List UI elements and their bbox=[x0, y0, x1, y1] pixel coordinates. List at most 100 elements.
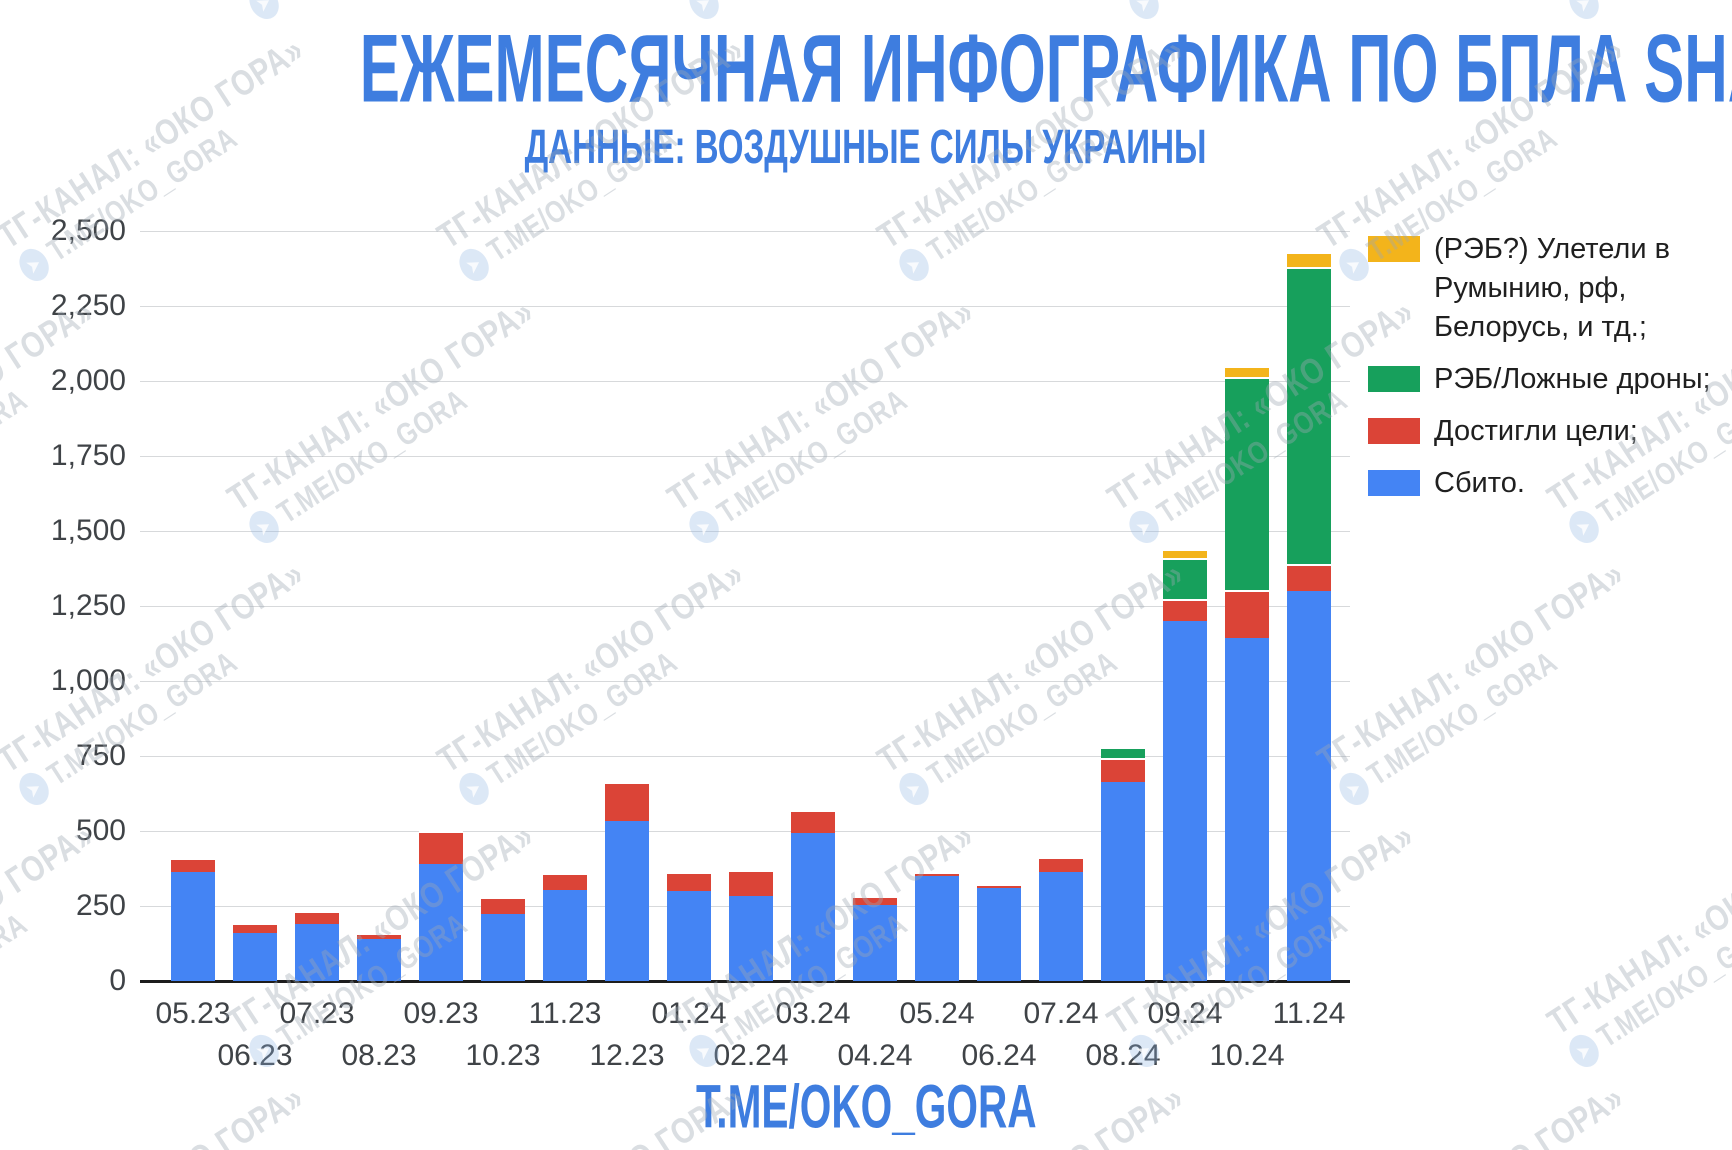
y-gridline bbox=[140, 756, 1350, 757]
x-axis-tick-label: 11.24 bbox=[1272, 997, 1346, 1030]
bar-segment-reached_target bbox=[357, 933, 401, 939]
x-axis-tick-label: 05.24 bbox=[899, 997, 975, 1030]
x-axis-tick-label: 09.24 bbox=[1147, 997, 1223, 1030]
bar-segment-shot_down bbox=[1287, 591, 1331, 981]
legend-item-ew_decoys: РЭБ/Ложные дроны; bbox=[1368, 360, 1724, 399]
y-axis-tick-label: 0 bbox=[109, 964, 126, 997]
bar-segment-reached_target bbox=[729, 870, 773, 896]
bar-segment-reached_target bbox=[233, 922, 277, 933]
footer-channel-link-text: T.ME/OKO_GORA bbox=[695, 1073, 1037, 1142]
bar-segment-shot_down bbox=[419, 864, 463, 981]
x-axis-tick-label: 02.24 bbox=[713, 1039, 789, 1072]
bar-segment-reached_target bbox=[853, 895, 897, 905]
y-gridline bbox=[140, 531, 1350, 532]
x-axis-tick-label: 10.23 bbox=[465, 1039, 541, 1072]
y-gridline bbox=[140, 231, 1350, 232]
x-axis-tick-label: 08.24 bbox=[1085, 1039, 1161, 1072]
footer-channel-link: T.ME/OKO_GORA bbox=[0, 1072, 1732, 1142]
bar-segment-flew_away bbox=[1287, 252, 1331, 267]
x-axis-line bbox=[140, 980, 1350, 983]
y-axis-tick-label: 750 bbox=[75, 739, 126, 772]
bar-segment-shot_down bbox=[729, 895, 773, 981]
y-axis-tick-label: 500 bbox=[75, 814, 126, 847]
bar-segment-reached_target bbox=[171, 858, 215, 872]
y-axis-tick-label: 1,250 bbox=[50, 589, 126, 622]
x-axis-tick-label: 06.23 bbox=[217, 1039, 293, 1072]
bar-segment-ew_decoys bbox=[1163, 558, 1207, 599]
bar-segment-shot_down bbox=[977, 888, 1021, 981]
bar-segment-ew_decoys bbox=[1287, 267, 1331, 564]
legend-swatch-shot_down bbox=[1368, 470, 1420, 496]
bar-segment-shot_down bbox=[543, 889, 587, 981]
bar-segment-reached_target bbox=[1101, 757, 1145, 782]
legend-item-flew_away: (РЭБ?) Улетели в Румынию, рф, Белорусь, … bbox=[1368, 230, 1724, 347]
legend-item-reached_target: Достигли цели; bbox=[1368, 412, 1724, 451]
bar-segment-shot_down bbox=[605, 820, 649, 981]
bar-segment-reached_target bbox=[481, 897, 525, 914]
bar-segment-ew_decoys bbox=[1101, 747, 1145, 758]
bar-segment-reached_target bbox=[1287, 564, 1331, 591]
bar-segment-shot_down bbox=[791, 832, 835, 981]
x-axis-tick-label: 06.24 bbox=[961, 1039, 1037, 1072]
bar-segment-flew_away bbox=[1225, 366, 1269, 377]
legend-swatch-reached_target bbox=[1368, 418, 1420, 444]
legend-swatch-flew_away bbox=[1368, 236, 1420, 262]
legend-label: Сбито. bbox=[1434, 467, 1525, 499]
bar-segment-reached_target bbox=[295, 910, 339, 924]
y-axis-tick-label: 1,750 bbox=[50, 439, 126, 472]
legend-label: РЭБ/Ложные дроны; bbox=[1434, 363, 1711, 395]
bar-segment-reached_target bbox=[791, 810, 835, 833]
legend-label: Достигли цели; bbox=[1434, 415, 1638, 447]
x-axis-tick-label: 03.24 bbox=[775, 997, 851, 1030]
x-axis-tick-label: 04.24 bbox=[837, 1039, 913, 1072]
x-axis-tick-label: 12.23 bbox=[589, 1039, 665, 1072]
bar-segment-shot_down bbox=[853, 904, 897, 981]
x-axis-tick-label: 11.23 bbox=[528, 997, 602, 1030]
y-gridline bbox=[140, 606, 1350, 607]
x-axis-tick-label: 07.24 bbox=[1023, 997, 1099, 1030]
x-axis-tick-label: 05.23 bbox=[155, 997, 231, 1030]
y-axis-tick-label: 2,500 bbox=[50, 214, 126, 247]
y-axis-tick-label: 1,000 bbox=[50, 664, 126, 697]
bar-segment-shot_down bbox=[1101, 781, 1145, 981]
page-subtitle: ДАННЫЕ: ВОЗДУШНЫЕ СИЛЫ УКРАИНЫ bbox=[0, 118, 1732, 174]
bar-segment-reached_target bbox=[1225, 589, 1269, 638]
x-axis-tick-label: 09.23 bbox=[403, 997, 479, 1030]
bar-segment-reached_target bbox=[605, 781, 649, 821]
x-axis-tick-label: 10.24 bbox=[1209, 1039, 1285, 1072]
bar-segment-shot_down bbox=[667, 891, 711, 981]
legend-swatch-ew_decoys bbox=[1368, 366, 1420, 392]
y-axis-tick-label: 2,000 bbox=[50, 364, 126, 397]
bar-segment-reached_target bbox=[1039, 856, 1083, 872]
bar-segment-shot_down bbox=[1225, 637, 1269, 981]
bar-segment-reached_target bbox=[915, 871, 959, 876]
bar-segment-shot_down bbox=[171, 871, 215, 981]
bar-segment-shot_down bbox=[915, 876, 959, 981]
bar-segment-shot_down bbox=[1163, 621, 1207, 981]
y-gridline bbox=[140, 831, 1350, 832]
bar-segment-shot_down bbox=[357, 939, 401, 981]
x-axis-tick-label: 08.23 bbox=[341, 1039, 417, 1072]
bar-segment-shot_down bbox=[1039, 871, 1083, 981]
bar-segment-reached_target bbox=[667, 871, 711, 891]
legend-item-shot_down: Сбито. bbox=[1368, 464, 1724, 503]
y-gridline bbox=[140, 381, 1350, 382]
bar-segment-reached_target bbox=[543, 873, 587, 890]
page-subtitle-text: ДАННЫЕ: ВОЗДУШНЫЕ СИЛЫ УКРАИНЫ bbox=[525, 119, 1207, 174]
bar-segment-reached_target bbox=[1163, 598, 1207, 621]
page-title: ЕЖЕМЕСЯЧНАЯ ИНФОГРАФИКА ПО БПЛА SHAHED-1… bbox=[0, 14, 1732, 123]
bar-segment-shot_down bbox=[233, 933, 277, 981]
y-axis-tick-label: 1,500 bbox=[50, 514, 126, 547]
bar-segment-flew_away bbox=[1163, 549, 1207, 558]
y-gridline bbox=[140, 306, 1350, 307]
x-axis-tick-label: 01.24 bbox=[651, 997, 727, 1030]
bar-segment-shot_down bbox=[295, 924, 339, 981]
y-gridline bbox=[140, 456, 1350, 457]
bar-segment-ew_decoys bbox=[1225, 376, 1269, 590]
legend-label: (РЭБ?) Улетели в Румынию, рф, Белорусь, … bbox=[1434, 233, 1670, 343]
y-gridline bbox=[140, 681, 1350, 682]
bar-segment-reached_target bbox=[419, 831, 463, 864]
y-axis-tick-label: 2,250 bbox=[50, 289, 126, 322]
